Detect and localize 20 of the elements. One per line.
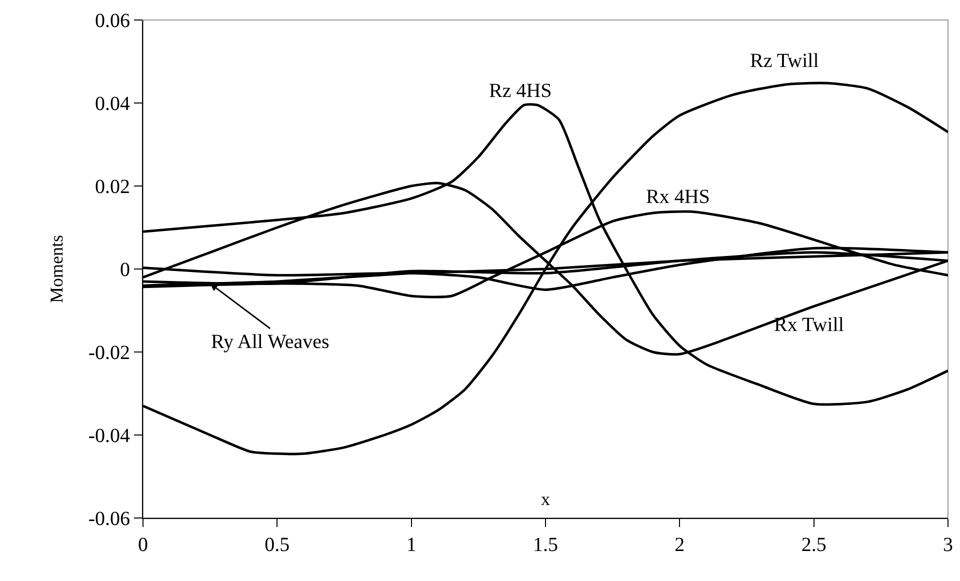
x-tick-label: 0	[138, 534, 148, 556]
y-tick-label: 0	[120, 259, 130, 281]
y-tick-label: -0.02	[88, 342, 130, 364]
x-tick-label: 1.5	[533, 534, 558, 556]
x-tick-label: 0.5	[264, 534, 290, 556]
y-axis-title: Moments	[46, 234, 67, 304]
y-tick-label: -0.06	[88, 508, 130, 530]
y-tick-label: 0.02	[95, 176, 130, 198]
x-tick-label: 1	[406, 534, 416, 556]
annotation: Rx 4HS	[646, 186, 710, 208]
y-tick-label: 0.06	[95, 10, 130, 32]
x-tick-label: 2.5	[801, 534, 826, 556]
x-tick-label: 2	[674, 534, 685, 556]
x-tick-label: 3	[943, 534, 953, 556]
annotation: Rz Twill	[750, 50, 820, 72]
y-tick-label: -0.04	[88, 425, 130, 447]
x-axis-title: x	[541, 489, 550, 509]
annotation: Ry All Weaves	[211, 331, 330, 353]
annotation: Rz 4HS	[489, 80, 552, 102]
y-tick-label: 0.04	[95, 93, 130, 115]
